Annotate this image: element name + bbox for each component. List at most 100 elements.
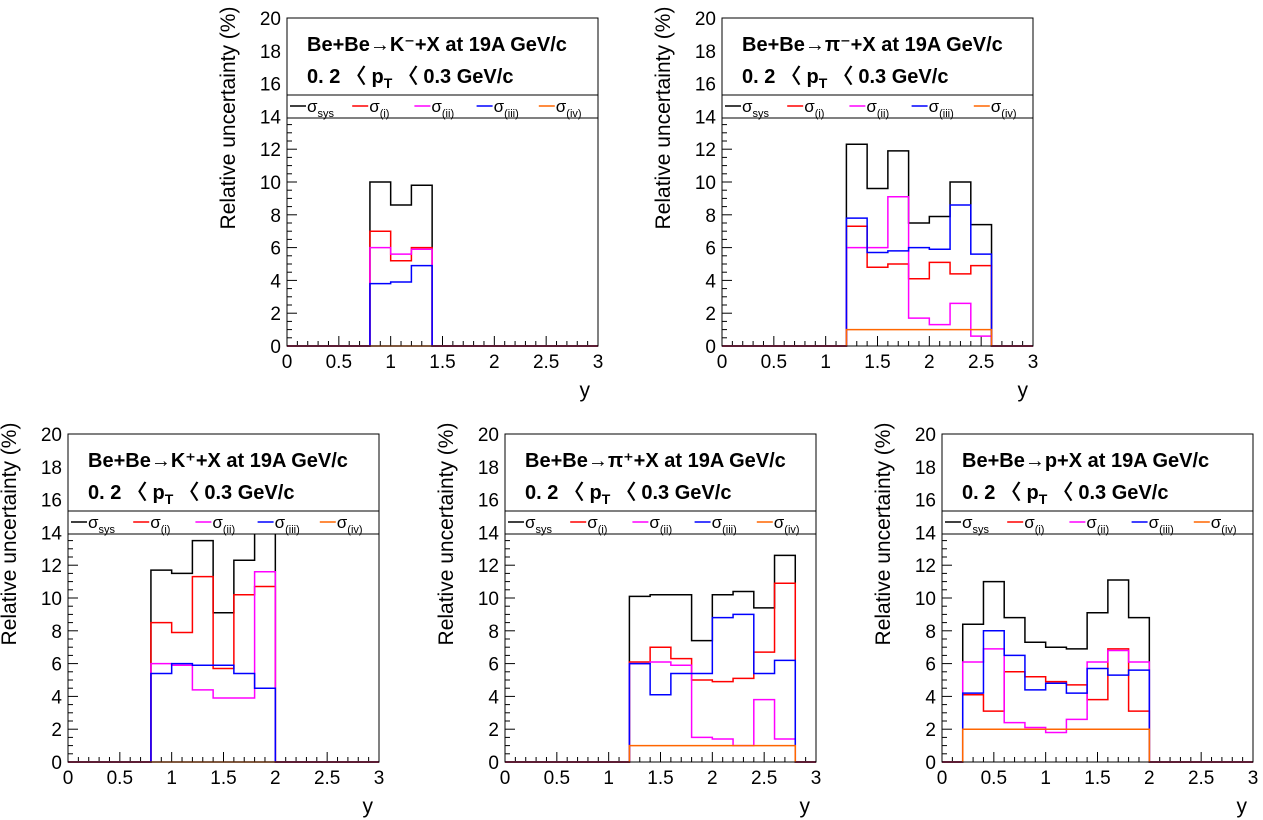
legend-entry: σ(i)	[587, 513, 607, 536]
x-tick-label: 1	[166, 768, 177, 789]
chart-title: Be+Be→π⁺+X at 19A GeV/c	[525, 450, 786, 472]
legend-entry: σsys	[307, 97, 335, 120]
legend-entry: σ(ii)	[649, 513, 672, 536]
y-tick-label: 2	[270, 304, 281, 325]
panel-3: 0 0.5 1 1.5 2 2.5 3 0 2 4 6 8 10 12 14 16 18 20 y Relative …	[0, 423, 384, 818]
series-group	[722, 143, 1033, 347]
series-line	[942, 648, 1253, 763]
y-tick-label: 14	[260, 107, 282, 128]
x-tick-label: 1	[603, 768, 614, 789]
axis-ticks	[721, 17, 1034, 347]
panel-2: 0 0.5 1 1.5 2 2.5 3 0 2 4 6 8 10 12 14 16 18 20 y Relative …	[652, 7, 1038, 402]
legend-entry: σ(i)	[369, 97, 389, 120]
y-tick-label: 0	[270, 337, 281, 358]
legend-entry: σsys	[742, 97, 770, 120]
y-tick-label: 10	[260, 173, 281, 194]
series-line	[287, 264, 598, 347]
y-tick-label: 20	[915, 425, 936, 446]
legend-entry: σsys	[525, 513, 553, 536]
x-tick-label: 3	[593, 352, 604, 373]
x-tick-label: 0.5	[981, 768, 1007, 789]
plot-frame	[941, 433, 1254, 763]
legend-entry: σ(iii)	[275, 513, 300, 536]
legend-entry: σ(iii)	[1149, 513, 1174, 536]
y-axis-label: Relative uncertainty (%)	[435, 423, 458, 646]
y-tick-label: 10	[478, 589, 499, 610]
x-tick-label: 2.5	[751, 768, 777, 789]
y-tick-label: 12	[41, 556, 62, 577]
x-tick-label: 1.5	[210, 768, 236, 789]
y-tick-label: 4	[270, 271, 281, 292]
legend-entry: σ(iii)	[712, 513, 737, 536]
y-tick-label: 12	[695, 140, 716, 161]
x-tick-label: 0	[282, 352, 293, 373]
x-tick-label: 1	[1040, 768, 1051, 789]
legend-entry: σ(i)	[804, 97, 824, 120]
x-tick-label: 0	[717, 352, 728, 373]
y-tick-label: 16	[260, 75, 281, 96]
y-tick-label: 16	[41, 491, 62, 512]
series-line	[942, 648, 1253, 763]
legend-entry: σ(iii)	[929, 97, 954, 120]
x-axis-label: y	[800, 795, 811, 818]
y-tick-label: 8	[488, 622, 499, 643]
y-tick-label: 0	[705, 337, 716, 358]
x-tick-label: 1.5	[1084, 768, 1110, 789]
series-line	[287, 181, 598, 347]
y-tick-label: 14	[695, 107, 717, 128]
x-tick-label: 1.5	[429, 352, 455, 373]
y-tick-label: 16	[915, 491, 936, 512]
y-tick-label: 2	[488, 720, 499, 741]
y-tick-label: 18	[260, 42, 281, 63]
plot-frame	[504, 433, 817, 763]
x-tick-label: 0.5	[107, 768, 133, 789]
series-line	[722, 225, 1033, 347]
title-box	[67, 433, 380, 512]
x-tick-label: 0.5	[761, 352, 787, 373]
legend-entry: σ(iv)	[556, 97, 582, 120]
x-axis-label: y	[580, 379, 591, 402]
y-tick-label: 2	[51, 720, 62, 741]
y-tick-label: 10	[695, 173, 716, 194]
y-tick-label: 14	[41, 523, 63, 544]
x-tick-label: 2	[270, 768, 281, 789]
panel-4: 0 0.5 1 1.5 2 2.5 3 0 2 4 6 8 10 12 14 16 18 20 y Relative …	[435, 423, 821, 818]
legend-entry: σ(iv)	[991, 97, 1017, 120]
y-tick-label: 20	[41, 425, 62, 446]
series-line	[505, 661, 816, 763]
x-axis-label: y	[1018, 379, 1029, 402]
y-tick-label: 16	[695, 75, 716, 96]
y-tick-label: 8	[705, 206, 716, 227]
y-tick-label: 8	[51, 622, 62, 643]
series-line	[287, 230, 598, 347]
chart-title: Be+Be→K⁻+X at 19A GeV/c	[307, 34, 567, 56]
y-tick-label: 10	[915, 589, 936, 610]
y-tick-label: 6	[488, 655, 499, 676]
legend-entry: σsys	[962, 513, 990, 536]
x-tick-label: 2.5	[1188, 768, 1214, 789]
chart-subtitle: 0. 2 〈 pT 〈 0.3 GeV/c	[307, 65, 513, 91]
series-line	[722, 143, 1033, 347]
y-tick-label: 0	[51, 753, 62, 774]
y-tick-label: 18	[478, 458, 499, 479]
panel-1: 0 0.5 1 1.5 2 2.5 3 0 2 4 6 8 10 12 14 16 18 20 y Relative …	[217, 7, 603, 402]
y-tick-label: 18	[915, 458, 936, 479]
title-box	[721, 17, 1034, 96]
y-axis-label: Relative uncertainty (%)	[872, 423, 895, 646]
plot-frame	[286, 17, 599, 347]
x-tick-label: 3	[811, 768, 822, 789]
series-group	[505, 554, 816, 763]
chart-subtitle: 0. 2 〈 pT 〈 0.3 GeV/c	[742, 65, 948, 91]
legend-entry: σ(iv)	[337, 513, 363, 536]
series-line	[287, 246, 598, 347]
plot-frame	[721, 17, 1034, 347]
x-tick-label: 0	[937, 768, 948, 789]
y-tick-label: 16	[478, 491, 499, 512]
legend-entry: σ(ii)	[866, 97, 889, 120]
y-tick-label: 20	[695, 9, 716, 30]
y-tick-label: 20	[260, 9, 281, 30]
x-tick-label: 2	[924, 352, 935, 373]
y-tick-label: 6	[925, 655, 936, 676]
y-tick-label: 8	[270, 206, 281, 227]
